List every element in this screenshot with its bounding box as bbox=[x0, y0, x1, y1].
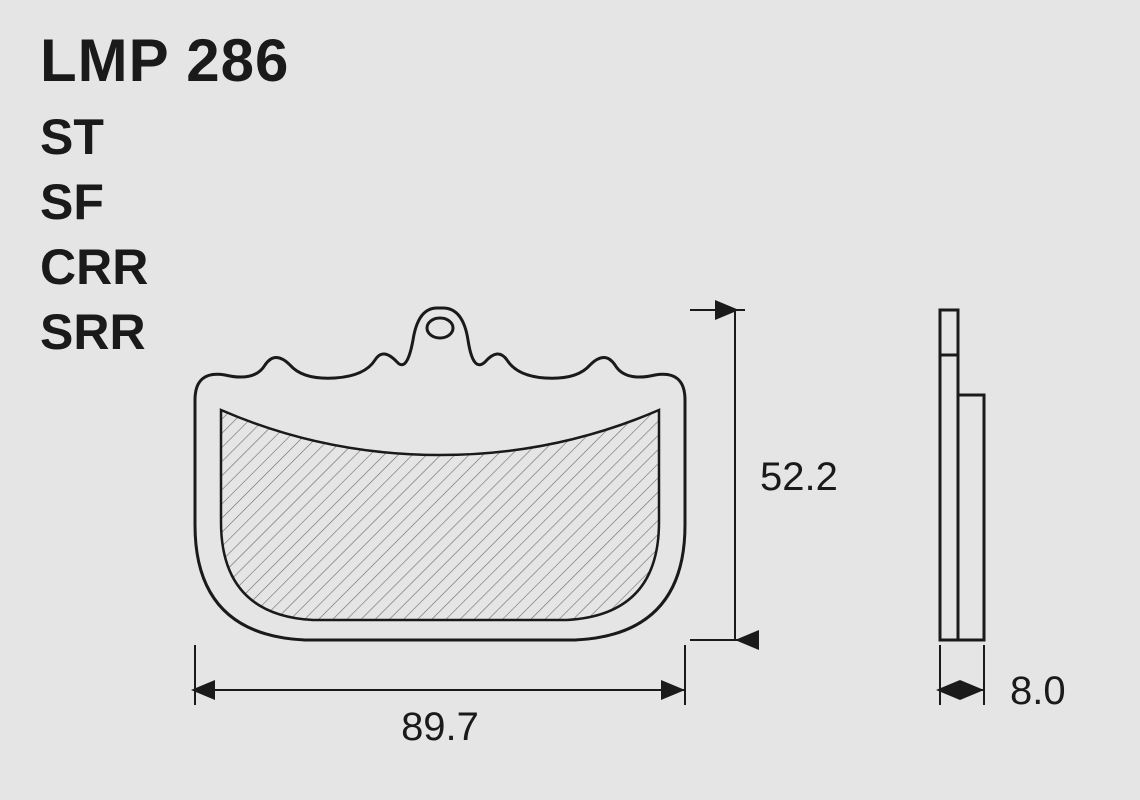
side-view: 8.0 bbox=[920, 300, 1120, 760]
dimension-thickness-value: 8.0 bbox=[1010, 669, 1066, 713]
side-backing-plate bbox=[940, 310, 958, 640]
dimension-width-value: 89.7 bbox=[401, 705, 479, 749]
side-friction-slab bbox=[958, 395, 984, 640]
part-model: LMP 286 bbox=[40, 26, 289, 95]
part-code-2: CRR bbox=[40, 235, 289, 300]
pad-outline bbox=[195, 308, 685, 640]
part-code-0: ST bbox=[40, 105, 289, 170]
dimension-height-value: 52.2 bbox=[760, 455, 838, 499]
dimension-height: 52.2 bbox=[690, 310, 838, 640]
part-code-1: SF bbox=[40, 170, 289, 235]
dimension-width: 89.7 bbox=[195, 645, 685, 749]
front-view: 89.7 52.2 bbox=[185, 300, 885, 760]
dimension-thickness: 8.0 bbox=[940, 645, 1066, 713]
